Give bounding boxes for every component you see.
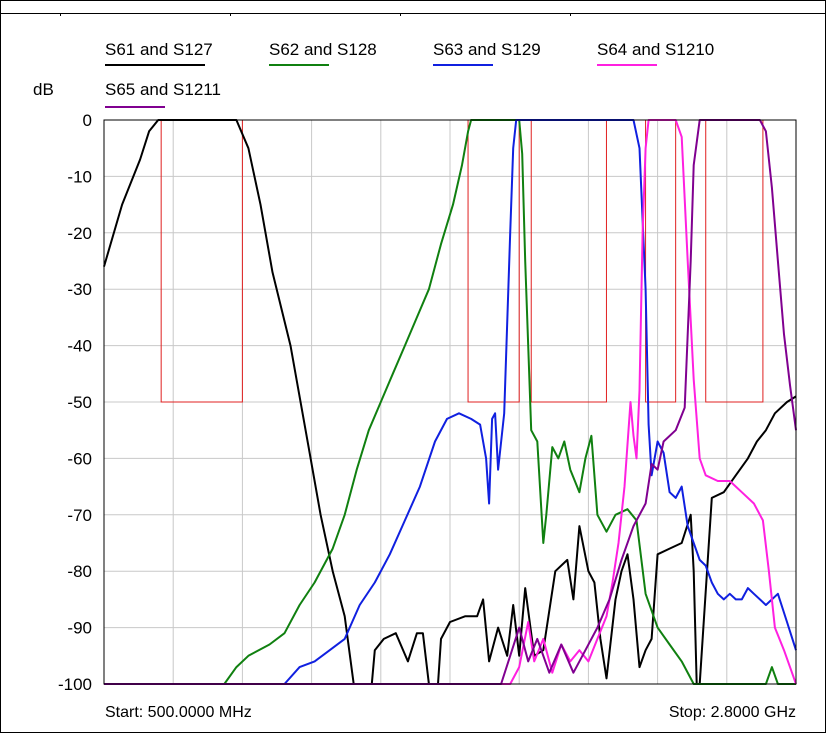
header-divider [0,13,826,14]
legend-swatch-s65 [105,106,165,108]
legend-label: S64 and S1210 [597,40,715,59]
legend-item-s63: S63 and S129 [433,40,541,60]
header-tick [400,13,401,16]
legend-swatch-s62 [269,64,329,66]
legend-label: S61 and S127 [105,40,213,59]
legend-swatch-s61 [105,64,205,66]
y-tick-label: -60 [67,449,92,468]
y-tick-label: -50 [67,393,92,412]
legend-item-s62: S62 and S128 [269,40,377,60]
y-tick-label: -40 [67,337,92,356]
legend-item-s64: S64 and S1210 [597,40,714,60]
stop-frequency-label: Stop: 2.8000 GHz [668,704,796,721]
y-tick-label: -10 [67,167,92,186]
plot-border [103,119,797,685]
header-tick [570,13,571,16]
legend-item-s61: S61 and S127 [105,40,213,60]
series-line [104,119,797,685]
series-line [103,119,797,685]
header-tick [230,13,231,16]
series-line [104,119,796,685]
series-line [104,119,797,685]
legend-label: S62 and S128 [269,40,377,59]
legend-item-s65: S65 and S1211 [105,80,221,100]
legend-label: S65 and S1211 [105,80,221,99]
y-axis-label: dB [33,80,54,99]
legend-swatch-s64 [597,64,657,66]
y-tick-label: -80 [67,562,92,581]
legend-swatch-s63 [433,64,493,66]
y-tick-label: -20 [67,224,92,243]
y-tick-label: -70 [67,506,92,525]
y-tick-label: -100 [58,675,92,694]
y-tick-label: -90 [67,619,92,638]
y-tick-label: -30 [67,280,92,299]
start-frequency-label: Start: 500.0000 MHz [105,704,252,721]
y-tick-label: 0 [83,111,92,130]
header-tick [60,13,61,16]
legend-label: S63 and S129 [433,40,541,59]
